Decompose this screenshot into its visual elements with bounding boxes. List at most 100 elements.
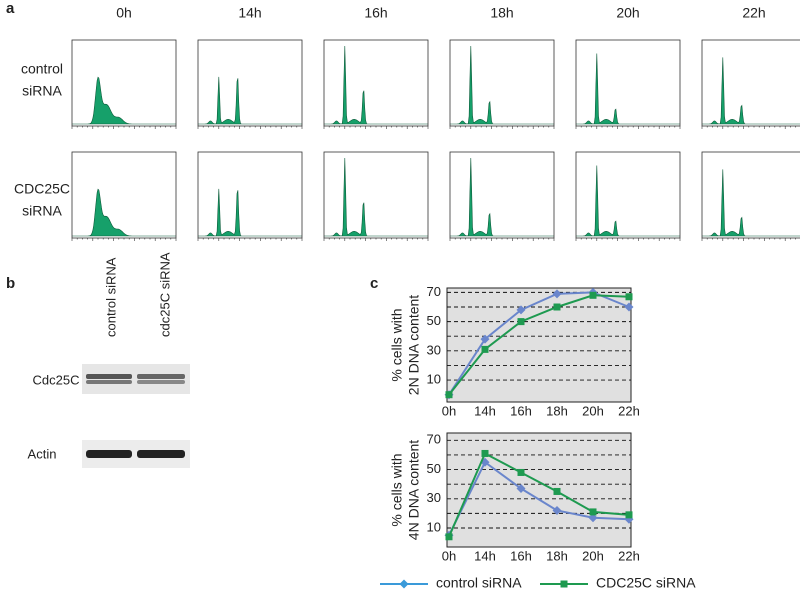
marker — [589, 291, 597, 299]
panel-label: a — [6, 0, 15, 17]
x-tick-label: 22h — [618, 403, 640, 418]
histogram — [324, 45, 428, 125]
x-tick-label: 20h — [582, 548, 604, 563]
histogram-frame — [71, 151, 177, 239]
histogram-frame — [575, 151, 681, 239]
histogram-frame — [71, 39, 177, 127]
marker — [516, 484, 526, 494]
histogram — [198, 76, 302, 125]
plot-area — [446, 287, 632, 403]
panel-label: b — [6, 275, 15, 292]
band — [86, 374, 132, 379]
marker — [517, 468, 525, 476]
timepoint-label: 14h — [238, 5, 261, 21]
marker — [624, 302, 634, 312]
timepoint-label: 20h — [616, 5, 639, 21]
lane-label: control siRNA — [103, 257, 118, 337]
marker — [625, 293, 633, 301]
panel-label: c — [370, 275, 378, 292]
histogram-frame — [701, 39, 800, 127]
x-tick-label: 18h — [546, 403, 568, 418]
y-tick-label: 50 — [427, 461, 441, 476]
marker — [552, 289, 562, 299]
y-tick-label: 70 — [427, 284, 441, 299]
marker — [480, 334, 490, 344]
y-axis-label: % cells with — [389, 308, 405, 381]
timepoint-label: 22h — [742, 5, 765, 21]
marker — [553, 487, 561, 495]
marker — [552, 505, 562, 515]
y-tick-label: 10 — [427, 372, 441, 387]
row-label: control — [21, 61, 63, 77]
timepoint-label: 16h — [364, 5, 387, 21]
band — [137, 450, 185, 458]
plot-area — [446, 432, 632, 548]
band — [86, 450, 132, 458]
band — [137, 374, 185, 379]
x-tick-label: 0h — [442, 548, 456, 563]
marker — [517, 318, 525, 326]
marker — [481, 449, 489, 457]
histogram-frame — [575, 39, 681, 127]
blot-label: Cdc25C — [33, 372, 80, 387]
histogram — [702, 169, 800, 237]
legend-marker — [560, 580, 568, 588]
y-axis-label: 2N DNA content — [406, 295, 422, 395]
marker — [516, 305, 526, 315]
timepoint-label: 0h — [116, 5, 132, 21]
y-tick-label: 10 — [427, 519, 441, 534]
row-label: siRNA — [22, 203, 62, 219]
histogram-frame — [323, 39, 429, 127]
x-tick-label: 0h — [442, 403, 456, 418]
histogram-frame — [449, 151, 555, 239]
histogram-frame — [197, 39, 303, 127]
histogram-frame — [449, 39, 555, 127]
y-tick-label: 30 — [427, 490, 441, 505]
x-tick-label: 20h — [582, 403, 604, 418]
marker — [445, 391, 453, 399]
x-tick-label: 14h — [474, 403, 496, 418]
histogram-frame — [323, 151, 429, 239]
band — [137, 380, 185, 384]
row-label: CDC25C — [14, 181, 70, 197]
y-axis-label: 4N DNA content — [406, 440, 422, 540]
histogram-frame — [197, 151, 303, 239]
histogram — [324, 157, 428, 237]
x-tick-label: 16h — [510, 548, 532, 563]
histogram-frame — [701, 151, 800, 239]
marker — [588, 513, 598, 523]
histogram — [198, 188, 302, 237]
y-tick-label: 50 — [427, 313, 441, 328]
blot-label: Actin — [28, 446, 57, 461]
x-tick-label: 22h — [618, 548, 640, 563]
histogram — [450, 157, 554, 237]
legend-marker — [399, 579, 409, 589]
histogram — [450, 45, 554, 125]
y-axis-label: % cells with — [389, 453, 405, 526]
histogram — [576, 53, 680, 125]
marker — [553, 303, 561, 311]
series-line — [448, 460, 630, 536]
histogram — [72, 76, 176, 125]
series-line — [448, 294, 630, 396]
x-tick-label: 14h — [474, 548, 496, 563]
marker — [625, 511, 633, 519]
x-tick-label: 16h — [510, 403, 532, 418]
histogram — [576, 165, 680, 237]
y-tick-label: 70 — [427, 432, 441, 447]
histogram — [702, 57, 800, 125]
y-tick-label: 30 — [427, 342, 441, 357]
row-label: siRNA — [22, 83, 62, 99]
series-line — [448, 452, 630, 538]
legend-label: control siRNA — [436, 575, 522, 591]
marker — [589, 508, 597, 516]
lane-label: cdc25C siRNA — [157, 252, 172, 337]
marker — [481, 345, 489, 353]
histogram — [72, 188, 176, 237]
x-tick-label: 18h — [546, 548, 568, 563]
legend-label: CDC25C siRNA — [596, 575, 696, 591]
timepoint-label: 18h — [490, 5, 513, 21]
marker — [445, 533, 453, 541]
band — [86, 380, 132, 384]
